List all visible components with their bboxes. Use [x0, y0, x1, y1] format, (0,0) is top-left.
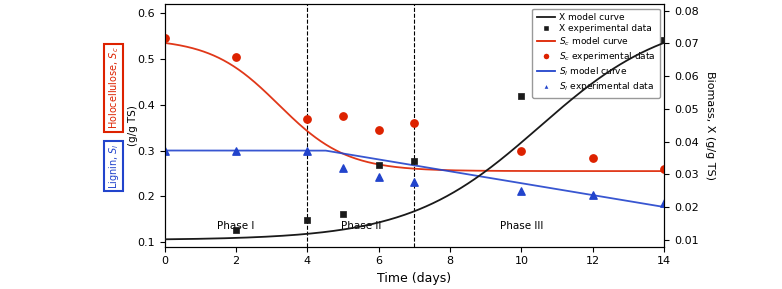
Text: Phase II: Phase II	[341, 221, 381, 231]
Point	[337, 166, 350, 170]
Text: Holocellulose, $S_c$: Holocellulose, $S_c$	[107, 47, 120, 129]
Point	[337, 114, 350, 118]
Text: Phase I: Phase I	[217, 221, 255, 231]
Point	[230, 228, 242, 232]
Point	[408, 121, 421, 125]
Point	[372, 162, 385, 167]
Y-axis label: Biomass, X (g/g TS): Biomass, X (g/g TS)	[705, 71, 716, 180]
Point	[586, 156, 599, 161]
X-axis label: Time (days): Time (days)	[377, 272, 451, 285]
Point	[515, 94, 528, 98]
Text: (g/g TS): (g/g TS)	[128, 105, 138, 146]
Point	[301, 148, 314, 153]
Point	[586, 193, 599, 198]
Point	[372, 174, 385, 179]
Point	[408, 159, 421, 164]
Point	[658, 166, 670, 171]
Point	[408, 179, 421, 184]
Point	[301, 218, 314, 223]
Point	[158, 36, 170, 41]
Text: Lignin, $S_l$: Lignin, $S_l$	[107, 143, 120, 189]
Point	[658, 38, 670, 42]
Text: Phase III: Phase III	[500, 221, 543, 231]
Point	[230, 148, 242, 153]
Point	[230, 54, 242, 59]
Point	[515, 188, 528, 193]
Point	[337, 212, 350, 216]
Legend: X model curve, X experimental data, $S_c$ model curve, $S_c$ experimental data, : X model curve, X experimental data, $S_c…	[533, 9, 660, 98]
Point	[372, 128, 385, 132]
Point	[515, 148, 528, 153]
Point	[658, 201, 670, 205]
Point	[301, 116, 314, 121]
Point	[158, 148, 170, 153]
